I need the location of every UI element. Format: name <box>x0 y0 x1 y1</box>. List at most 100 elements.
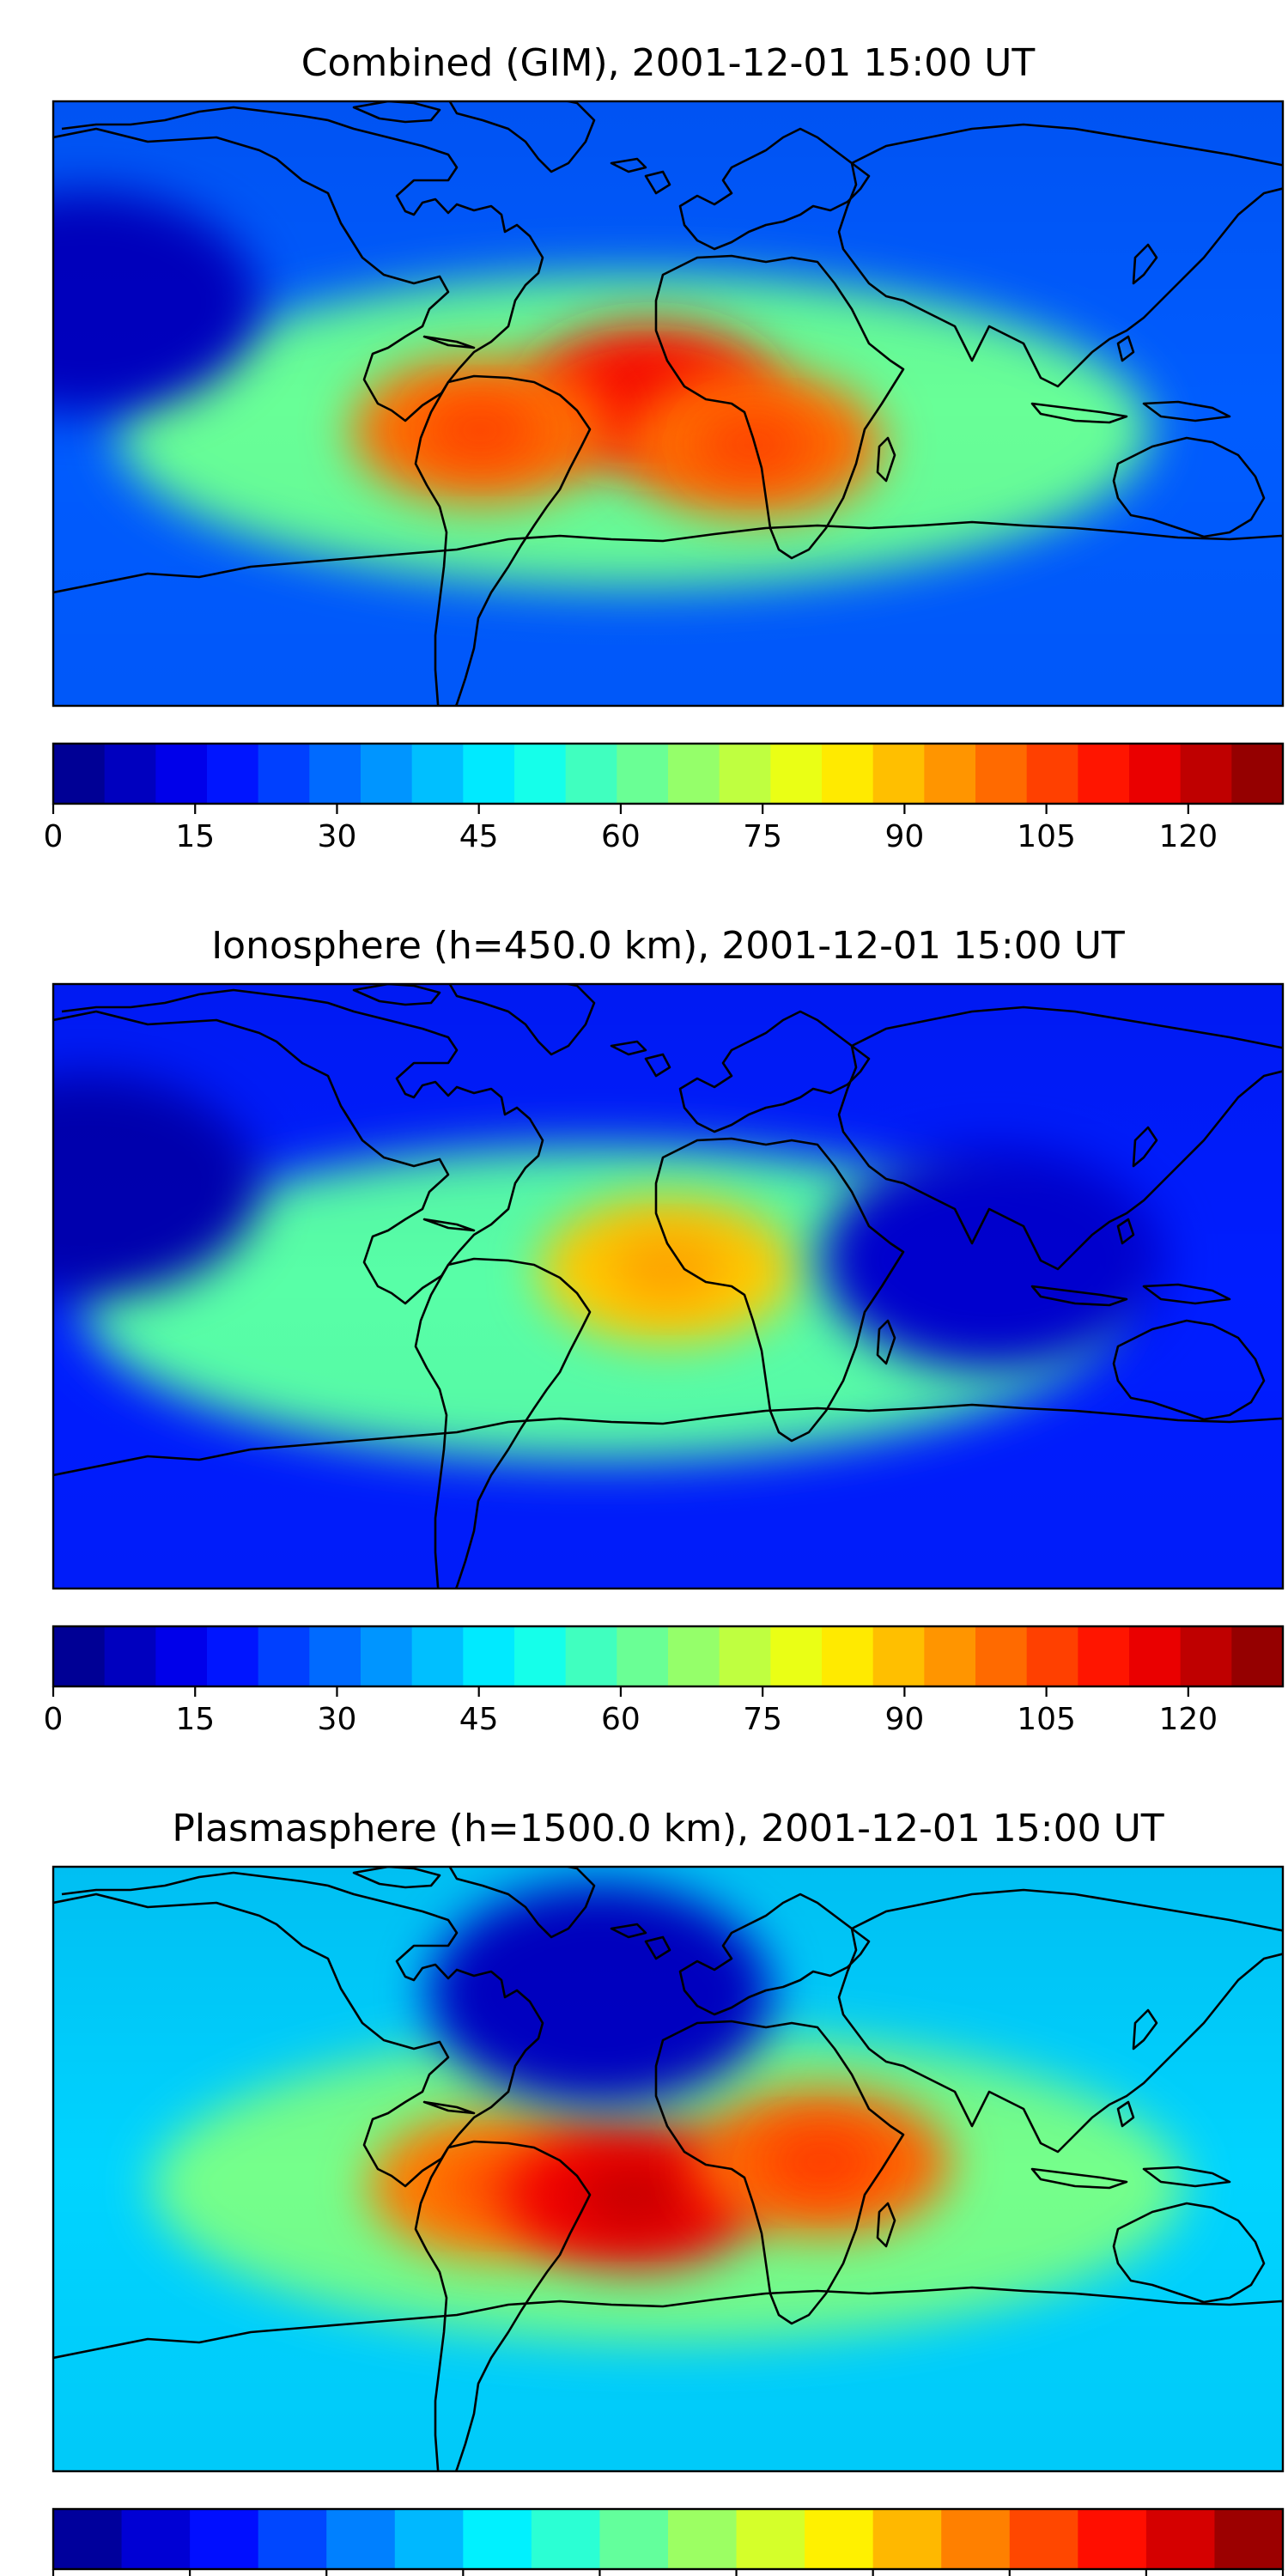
colorbar-segment <box>411 1626 465 1686</box>
colorbar-tick-label: 15 <box>175 819 215 854</box>
colorbar-ionosphere: 0 15 30 45 60 75 90 105 120 <box>44 1625 1285 1737</box>
colorbar-segment <box>617 1626 669 1686</box>
colorbar-segment <box>1231 1626 1284 1686</box>
colorbar-tick-label: 15 <box>175 1702 215 1737</box>
colorbar-tick-label: 60 <box>601 1702 641 1737</box>
colorbar-segment <box>719 744 772 804</box>
colorbar-segment <box>872 2509 943 2569</box>
chart-title-combined: Combined (GIM), 2001-12-01 15:00 UT <box>301 41 1036 85</box>
colorbar-segment <box>1180 1626 1233 1686</box>
colorbar-frame <box>52 2507 1285 2571</box>
colorbar-segment <box>668 744 720 804</box>
colorbar-segment <box>941 2509 1011 2569</box>
colorbar-segment <box>770 744 823 804</box>
colorbar-segment <box>924 1626 976 1686</box>
colorbar-tick-label: 105 <box>1017 1702 1076 1737</box>
colorbar-segment <box>53 2509 123 2569</box>
colorbar-tick-label: 30 <box>318 1702 357 1737</box>
colorbar-segment <box>1009 2509 1079 2569</box>
colorbar-segment <box>1078 744 1130 804</box>
map-frame <box>52 100 1285 708</box>
colorbar-segment <box>1145 2509 1216 2569</box>
colorbar-segment <box>104 1626 157 1686</box>
colorbar-segment <box>924 744 976 804</box>
colorbar-segment <box>1129 744 1182 804</box>
colorbar-tick-label: 120 <box>1158 1702 1218 1737</box>
colorbar-tick-label: 90 <box>884 1702 924 1737</box>
colorbar-segment <box>1078 1626 1130 1686</box>
colorbar-segment <box>1078 2509 1147 2569</box>
colorbar-segment <box>258 2509 328 2569</box>
colorbar-segment <box>207 1626 259 1686</box>
colorbar-segment <box>668 1626 720 1686</box>
panel-ionosphere: Ionosphere (h=450.0 km), 2001-12-01 15:0… <box>44 924 1285 1737</box>
map-combined <box>52 100 1285 708</box>
colorbar-segment <box>361 1626 413 1686</box>
colorbar-tick-label: 0 <box>44 1702 64 1737</box>
colorbar-segment <box>1026 1626 1079 1686</box>
colorbar-segment <box>617 744 669 804</box>
colorbar-tick-label: 30 <box>318 819 357 854</box>
colorbar-segment <box>514 1626 567 1686</box>
colorbar-segment <box>1214 2509 1284 2569</box>
chart-title-ionosphere: Ionosphere (h=450.0 km), 2001-12-01 15:0… <box>211 924 1125 968</box>
map-frame <box>52 982 1285 1590</box>
colorbar-frame <box>52 742 1285 805</box>
colorbar-segment <box>872 1626 926 1686</box>
colorbar-segment <box>719 1626 772 1686</box>
colorbar-combined: 0 15 30 45 60 75 90 105 120 <box>44 742 1285 854</box>
field-shading <box>53 101 1283 706</box>
colorbar-segment <box>975 744 1028 804</box>
colorbar-segment <box>53 744 106 804</box>
map-ionosphere <box>52 982 1285 1590</box>
colorbar-segment <box>1180 744 1233 804</box>
colorbar-segment <box>463 2509 532 2569</box>
panel-combined: Combined (GIM), 2001-12-01 15:00 UT 0 15 3… <box>44 41 1285 854</box>
field-shading <box>53 984 1283 1589</box>
colorbar-segment <box>514 744 567 804</box>
colorbar-tick-label: 105 <box>1017 819 1076 854</box>
colorbar-segment <box>872 744 926 804</box>
colorbar-segment <box>822 1626 874 1686</box>
colorbar-tick-label: 75 <box>743 1702 782 1737</box>
chart-title-plasmasphere: Plasmasphere (h=1500.0 km), 2001-12-01 1… <box>172 1807 1163 1850</box>
map-frame <box>52 1865 1285 2473</box>
colorbar-segment <box>309 1626 361 1686</box>
colorbar-tick-label: 0 <box>44 819 64 854</box>
colorbar-segment <box>53 1626 106 1686</box>
colorbar-tick-label: 75 <box>743 819 782 854</box>
colorbar-segment <box>121 2509 191 2569</box>
colorbar-segment <box>394 2509 465 2569</box>
colorbar-segment <box>975 1626 1028 1686</box>
colorbar-segment <box>411 744 465 804</box>
colorbar-segment <box>565 744 618 804</box>
colorbar-tick-label: 90 <box>884 819 924 854</box>
colorbar-segment <box>805 2509 874 2569</box>
colorbar-segment <box>309 744 361 804</box>
colorbar-segment <box>463 1626 515 1686</box>
colorbar-segment <box>326 2509 396 2569</box>
colorbar-tick-label: 45 <box>459 1702 499 1737</box>
colorbar-segment <box>104 744 157 804</box>
colorbar-segment <box>190 2509 259 2569</box>
field-shading <box>53 1867 1283 2471</box>
colorbar-segment <box>668 2509 738 2569</box>
panel-plasmasphere: Plasmasphere (h=1500.0 km), 2001-12-01 1… <box>52 1807 1285 2576</box>
colorbar-segment <box>599 2509 669 2569</box>
colorbar-segment <box>770 1626 823 1686</box>
colorbar-segment <box>258 744 311 804</box>
colorbar-segment <box>155 744 208 804</box>
colorbar-segment <box>565 1626 618 1686</box>
colorbar-segment <box>1129 1626 1182 1686</box>
colorbar-plasmasphere: 051015202530354045 <box>52 2507 1285 2576</box>
colorbar-segment <box>1026 744 1079 804</box>
colorbar-tick-label: 45 <box>459 819 499 854</box>
colorbar-segment <box>463 744 515 804</box>
colorbar-frame <box>52 1625 1285 1688</box>
colorbar-segment <box>155 1626 208 1686</box>
map-plasmasphere <box>52 1865 1285 2473</box>
colorbar-tick-label: 120 <box>1158 819 1218 854</box>
colorbar-segment <box>258 1626 311 1686</box>
colorbar-segment <box>822 744 874 804</box>
